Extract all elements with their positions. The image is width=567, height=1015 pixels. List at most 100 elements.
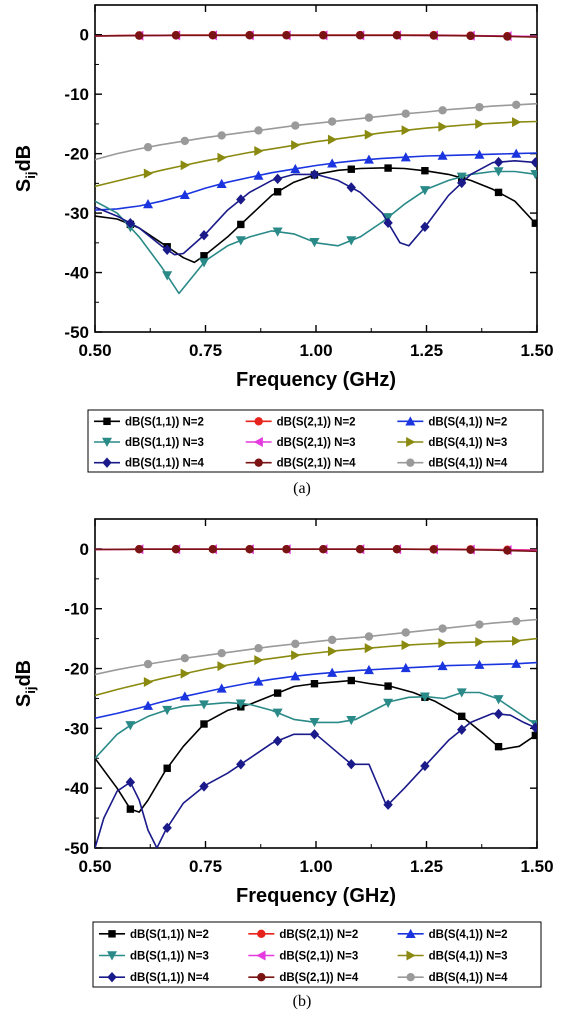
data-point	[143, 143, 153, 152]
series-db-s-1-1-n-4	[95, 156, 537, 256]
data-point	[457, 177, 467, 189]
y-tick-label: -50	[64, 323, 89, 342]
series-line	[95, 661, 537, 719]
data-point	[458, 712, 466, 721]
data-point	[125, 777, 136, 788]
series-db-s-1-1-n-4	[95, 708, 537, 848]
legend-swatch-marker	[257, 972, 266, 982]
series-line	[95, 548, 537, 553]
y-tick-label: -20	[64, 660, 89, 679]
y-tick-label: -40	[64, 264, 89, 283]
legend-label: dB(S(1,1)) N=4	[125, 458, 205, 470]
data-point	[272, 227, 283, 237]
data-point	[364, 632, 374, 641]
y-tick-label: -10	[64, 85, 89, 104]
data-point	[475, 119, 485, 130]
data-point	[217, 648, 226, 658]
data-point	[253, 676, 264, 686]
legend-item-db-s-2-1-n-2: dB(S(2,1)) N=2	[245, 416, 356, 428]
data-point	[530, 157, 537, 168]
data-point	[364, 113, 374, 122]
data-point	[438, 624, 447, 633]
x-axis-label: Frequency (GHz)	[236, 369, 396, 391]
x-tick-label: 0.75	[189, 857, 222, 876]
data-point	[531, 731, 537, 740]
data-point	[400, 662, 411, 673]
data-point	[493, 167, 504, 177]
data-point	[254, 644, 263, 653]
series-db-s-2-1-n-4	[95, 545, 537, 555]
legend-item-db-s-4-1-n-2: dB(S(4,1)) N=2	[397, 928, 508, 941]
data-point	[530, 722, 537, 733]
legend-label: dB(S(1,1)) N=3	[125, 437, 204, 449]
legend-swatch-marker	[103, 417, 111, 426]
data-point	[291, 639, 300, 649]
y-tick-label: -50	[64, 839, 89, 858]
data-point	[327, 646, 338, 657]
data-point	[475, 620, 484, 629]
data-point	[162, 244, 172, 255]
data-point	[162, 822, 172, 834]
data-point	[198, 700, 209, 710]
data-point	[135, 545, 144, 554]
legend-item-db-s-4-1-n-4: dB(S(4,1)) N=4	[397, 458, 508, 470]
y-tick-label: -20	[64, 145, 89, 164]
y-tick-label: 0	[80, 26, 89, 45]
data-point	[429, 545, 438, 554]
data-point	[438, 638, 448, 649]
legend-item-db-s-1-1-n-4: dB(S(1,1)) N=4	[99, 971, 210, 984]
legend-label: dB(S(2,1)) N=3	[279, 951, 358, 963]
data-point	[355, 31, 365, 40]
legend-swatch-marker	[257, 929, 266, 939]
data-point	[199, 230, 209, 241]
data-point	[180, 668, 190, 679]
legend-swatch-marker	[254, 458, 263, 467]
data-point	[309, 169, 320, 180]
data-point	[272, 173, 283, 185]
legend-label: dB(S(1,1)) N=2	[130, 929, 209, 941]
series-db-s-4-1-n-3	[95, 117, 537, 188]
data-point	[364, 129, 374, 140]
legend-item-db-s-1-1-n-3: dB(S(1,1)) N=3	[94, 437, 204, 449]
legend: dB(S(1,1)) N=2 dB(S(2,1)) N=2 dB(S(4,1)) N…	[92, 921, 542, 988]
data-point	[198, 258, 209, 268]
data-point	[493, 708, 504, 720]
legend-label: dB(S(4,1)) N=3	[428, 437, 507, 449]
data-point	[346, 758, 356, 770]
y-tick-label: -30	[64, 719, 89, 738]
data-point	[494, 742, 503, 751]
data-point	[475, 102, 484, 112]
data-point	[217, 152, 227, 163]
data-point	[253, 170, 264, 180]
data-point	[363, 664, 374, 675]
series-db-s-4-1-n-4	[95, 100, 537, 161]
data-point	[401, 640, 411, 651]
data-point	[282, 31, 291, 40]
chart-panel-a: 0 -10 -20 -30 -40 -500.50 0.75 1.00 1.25 1.50 Freq…	[13, 4, 554, 497]
figure-caption: (a)	[293, 480, 311, 497]
series-db-s-4-1-n-2	[95, 148, 537, 211]
data-point	[503, 546, 512, 555]
legend-label: dB(S(2,1)) N=4	[279, 972, 359, 984]
data-point	[438, 106, 447, 115]
legend-item-db-s-2-1-n-4: dB(S(2,1)) N=4	[245, 458, 356, 470]
legend-label: dB(S(4,1)) N=4	[428, 458, 508, 470]
legend-label: dB(S(1,1)) N=2	[125, 416, 204, 428]
legend-swatch-marker	[107, 971, 117, 983]
data-point	[346, 715, 357, 726]
data-point	[143, 659, 153, 669]
data-point	[355, 545, 365, 554]
data-point	[456, 688, 467, 698]
data-point	[236, 759, 246, 770]
data-point	[429, 31, 438, 40]
data-point	[254, 146, 264, 157]
series-db-s-1-1-n-3	[95, 688, 537, 759]
data-point	[143, 676, 154, 687]
data-point	[493, 695, 504, 705]
legend-swatch-marker	[256, 950, 266, 961]
data-point	[384, 164, 392, 172]
legend-item-db-s-2-1-n-3: dB(S(2,1)) N=3	[245, 437, 356, 449]
data-point	[512, 117, 522, 128]
data-point	[420, 221, 430, 233]
